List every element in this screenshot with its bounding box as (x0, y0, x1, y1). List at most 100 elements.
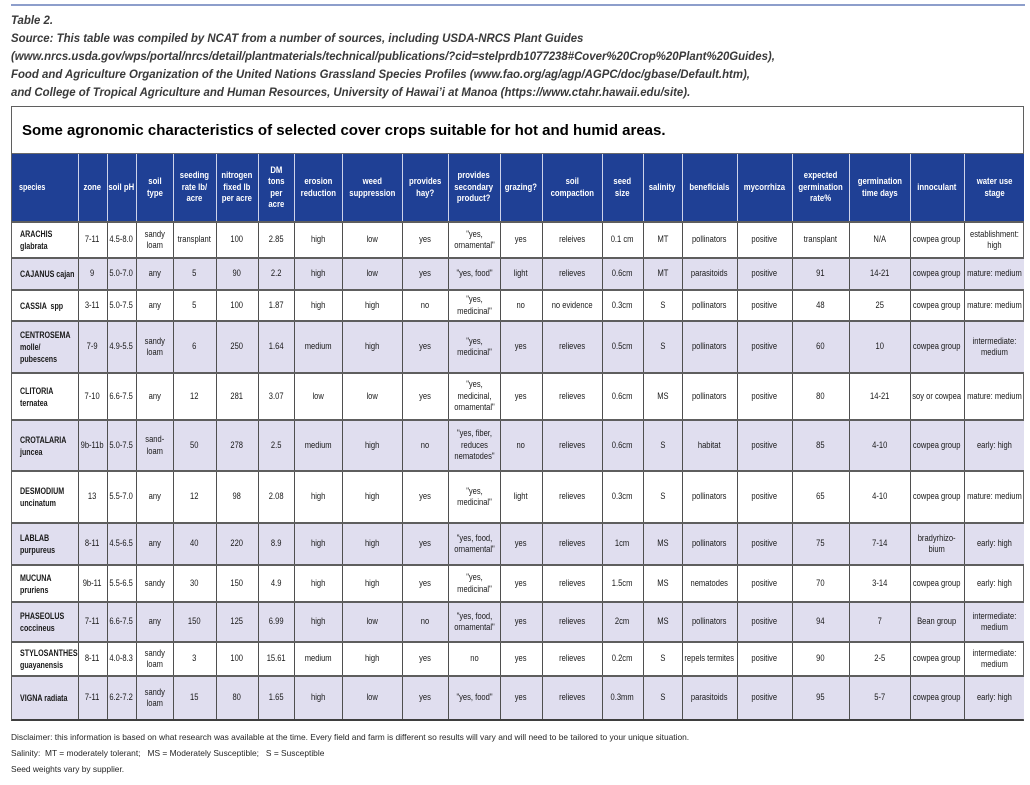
table-cell: low (341, 257, 403, 291)
table-cell: 3.07 (257, 372, 295, 421)
cell-value: yes (515, 390, 527, 401)
table-cell: 100 (215, 221, 259, 259)
cell-value: 65 (816, 491, 825, 502)
cell-value: cowpea group (913, 491, 961, 502)
cell-value: no (469, 653, 479, 664)
table-row: LABLAB purpureus 8-11 4.5-6.5 any 40 220 8.9 hi… (12, 522, 1024, 566)
cell-value: cowpea group (913, 577, 961, 588)
table-cell: high (293, 257, 343, 291)
table-cell: 100 (215, 289, 259, 322)
table-cell: 0.6cm (601, 372, 644, 421)
cell-value: mature: medium (966, 491, 1022, 502)
cell-value: relieves (558, 341, 586, 352)
cell-value: establishment: high (969, 228, 1019, 251)
column-header: germination time days (848, 154, 911, 222)
table-cell: early: high (963, 522, 1024, 566)
cell-value: 14-21 (869, 390, 890, 401)
table-cell: 5 (172, 289, 217, 322)
cell-value: 6.2-7.2 (109, 692, 134, 703)
table-cell: 220 (215, 522, 259, 566)
table-cell: 100 (215, 641, 259, 677)
cell-value: intermediate: medium (972, 647, 1017, 670)
table-cell: relieves (541, 641, 603, 677)
table-cell: any (135, 372, 174, 421)
table-cell: 12 (172, 470, 217, 524)
table-cell: 50 (172, 419, 217, 472)
cell-value: 8-11 (85, 538, 100, 549)
cell-value: S (659, 653, 666, 664)
cell-value: 4.0-8.3 (109, 653, 134, 664)
table-cell: high (341, 522, 403, 566)
cell-value: mature: medium (966, 390, 1022, 401)
table-cell: 1.87 (257, 289, 295, 322)
column-header: mycorrhiza (736, 154, 793, 222)
column-header: seed size (601, 154, 644, 222)
column-header-label: expected germination rate% (798, 170, 843, 204)
table-cell: 3-11 (77, 289, 108, 322)
document-footer: Disclaimer: this information is based on… (11, 729, 1025, 777)
cell-value: cowpea group (913, 299, 961, 310)
cell-value: relieves (558, 390, 586, 401)
cell-value: 3 (192, 653, 197, 664)
table-cell: 2.2 (257, 257, 295, 291)
cell-value: 0.6cm (612, 439, 633, 450)
table-cell: positive (736, 522, 793, 566)
table-cell: intermediate: medium (963, 601, 1024, 643)
cell-value: positive (751, 616, 778, 627)
cell-value: S (659, 341, 666, 352)
table-cell: yes (499, 675, 543, 719)
table-cell: 6 (172, 320, 217, 374)
table-cell: pollinators (681, 372, 738, 421)
cell-value: any (148, 491, 161, 502)
column-header: innoculant (909, 154, 965, 222)
table-cell: high (293, 601, 343, 643)
cell-value: 4.9-5.5 (109, 341, 134, 352)
table-cell: relieves (541, 320, 603, 374)
table-cell: 9b-11b (77, 419, 108, 472)
cell-value: 10 (875, 341, 884, 352)
species-label: PHASEOLUS coccineus (20, 611, 65, 633)
table-cell: positive (736, 289, 793, 322)
data-table: species zone soil pH soil type seeding rate … (12, 154, 1024, 719)
cell-value: sandy loam (144, 686, 165, 709)
table-cell: 90 (791, 641, 850, 677)
table-cell: transplant (172, 221, 217, 259)
table-cell: 150 (172, 601, 217, 643)
table-cell: 4.0-8.3 (106, 641, 137, 677)
cell-value: 48 (816, 299, 825, 310)
cell-value: 12 (190, 491, 199, 502)
cell-value: 9b-11 (83, 577, 102, 588)
table-cell: high (293, 522, 343, 566)
table-cell: 250 (215, 320, 259, 374)
cell-value: 0.3mm (610, 692, 635, 703)
cell-value: 100 (230, 653, 244, 664)
table-cell: S (642, 320, 683, 374)
table-cell: 7-11 (77, 221, 108, 259)
table-cell: no (499, 419, 543, 472)
cell-value: low (366, 692, 378, 703)
table-cell: MS (642, 564, 683, 603)
cell-value: cowpea group (913, 341, 961, 352)
cell-value: no (516, 439, 526, 450)
table-cell: 15 (172, 675, 217, 719)
column-header: DM tons per acre (257, 154, 295, 222)
cell-value: 7 (877, 616, 882, 627)
cell-value: 25 (875, 299, 884, 310)
cell-value: S (659, 491, 666, 502)
table-cell: positive (736, 470, 793, 524)
column-header: erosion reduction (293, 154, 343, 222)
species-cell: CLITORIA ternatea (12, 372, 79, 421)
cell-value: relieves (558, 538, 586, 549)
cell-value: 7-10 (84, 390, 101, 401)
table-cell: MS (642, 372, 683, 421)
table-cell: bradyrhizo-bium (909, 522, 965, 566)
table-cell: early: high (963, 564, 1024, 603)
table-cell: 5.0-7.0 (106, 257, 137, 291)
table-cell: 60 (791, 320, 850, 374)
table-cell: 90 (215, 257, 259, 291)
cell-value: 250 (230, 341, 244, 352)
table-cell: 7-11 (77, 601, 108, 643)
cell-value: habitat (698, 439, 721, 450)
top-rule (11, 4, 1025, 6)
cell-value: 60 (816, 341, 825, 352)
